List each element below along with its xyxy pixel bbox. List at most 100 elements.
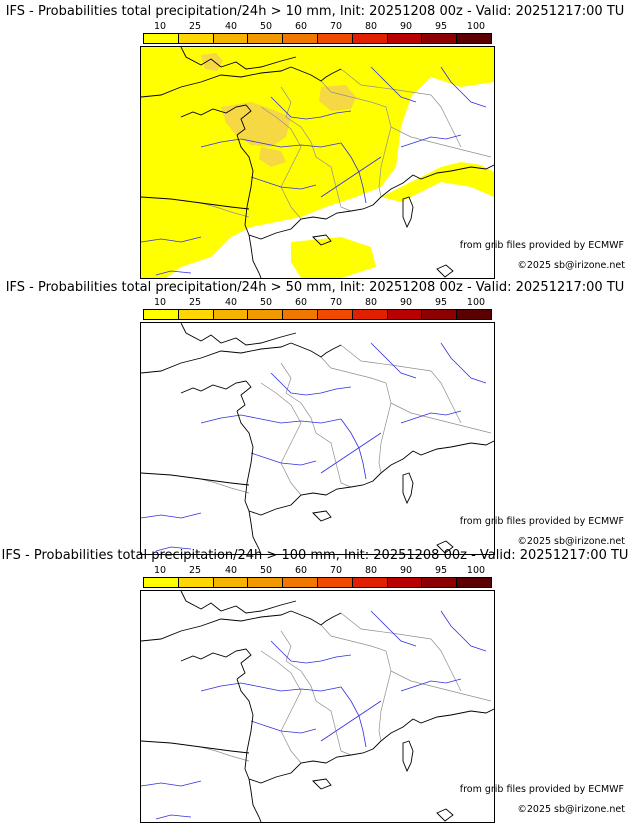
scale-tick-label: 90 xyxy=(399,565,413,576)
scale-tick-label: 80 xyxy=(364,297,378,308)
coastline xyxy=(290,342,342,358)
precip-map xyxy=(140,46,495,279)
scale-swatch xyxy=(248,34,284,43)
scale-tick-label: 40 xyxy=(224,565,238,576)
scale-swatch xyxy=(422,578,458,587)
coastline xyxy=(141,740,250,754)
admin-border xyxy=(260,650,302,764)
map-panel-10mm: IFS - Probabilities total precipitation/… xyxy=(0,0,630,279)
admin-border xyxy=(390,126,492,158)
river-line xyxy=(320,156,382,198)
scale-tick-label: 25 xyxy=(188,297,202,308)
coastline xyxy=(141,196,250,210)
scale-swatch xyxy=(457,310,491,319)
coastline xyxy=(248,472,382,516)
river-line xyxy=(141,236,202,243)
river-line xyxy=(400,678,462,692)
scale-tick-label: 10 xyxy=(153,565,167,576)
panel-title: IFS - Probabilities total precipitation/… xyxy=(1,548,629,563)
river-line xyxy=(141,780,202,787)
coastline xyxy=(248,234,262,278)
copyright-credit: ©2025 sb@irizone.net xyxy=(517,536,625,547)
scale-tick-label: 10 xyxy=(153,21,167,32)
precip-map xyxy=(140,590,495,823)
scale-swatch xyxy=(317,34,353,43)
coastline xyxy=(180,323,297,346)
scale-tick-label: 80 xyxy=(364,565,378,576)
coastline xyxy=(248,740,382,784)
scale-swatch xyxy=(283,578,318,587)
map-canvas xyxy=(141,47,494,278)
river-line xyxy=(250,176,317,190)
river-line xyxy=(370,66,417,103)
color-scale-bar xyxy=(143,309,492,320)
scale-swatch xyxy=(352,578,388,587)
admin-border xyxy=(200,478,250,494)
source-credit: from grib files provided by ECMWF xyxy=(459,516,624,527)
coastline xyxy=(236,410,254,512)
river-line xyxy=(320,700,382,742)
island-outline xyxy=(402,472,414,505)
precip-area-mid xyxy=(201,53,223,71)
island-outline xyxy=(312,778,332,790)
admin-border xyxy=(260,382,302,496)
admin-border xyxy=(340,344,462,424)
scale-tick-label: 60 xyxy=(294,297,308,308)
island-outline xyxy=(436,540,454,554)
scale-tick-label: 90 xyxy=(399,297,413,308)
panel-title: IFS - Probabilities total precipitation/… xyxy=(5,280,625,295)
scale-tick-label: 70 xyxy=(329,297,343,308)
admin-border xyxy=(260,106,302,220)
river-line xyxy=(440,66,487,108)
scale-swatch xyxy=(387,34,423,43)
scale-tick-label: 50 xyxy=(259,21,273,32)
admin-border xyxy=(390,402,492,434)
scale-tick-label: 100 xyxy=(466,565,486,576)
island-outline xyxy=(312,234,332,246)
scale-swatch xyxy=(457,34,491,43)
admin-border xyxy=(280,630,352,756)
precip-area-low xyxy=(381,162,494,202)
coastline xyxy=(380,164,494,198)
precip-area-mid xyxy=(221,102,291,147)
scale-swatch xyxy=(457,578,491,587)
scale-tick-label: 90 xyxy=(399,21,413,32)
map-panel-100mm: IFS - Probabilities total precipitation/… xyxy=(0,544,630,823)
river-line xyxy=(340,686,367,748)
coastline xyxy=(290,610,342,626)
river-line xyxy=(200,682,342,692)
scale-tick-label: 25 xyxy=(188,21,202,32)
scale-swatch xyxy=(144,310,179,319)
scale-swatch xyxy=(422,34,458,43)
admin-border xyxy=(200,746,250,762)
panel-title: IFS - Probabilities total precipitation/… xyxy=(5,4,625,19)
river-line xyxy=(250,452,317,466)
coastline xyxy=(141,472,250,486)
source-credit: from grib files provided by ECMWF xyxy=(459,240,624,251)
scale-tick-label: 95 xyxy=(434,565,448,576)
coastline xyxy=(141,66,292,98)
scale-swatch xyxy=(178,310,214,319)
river-line xyxy=(370,342,417,379)
color-scale-bar xyxy=(143,33,492,44)
admin-border xyxy=(320,356,392,474)
scale-swatch xyxy=(422,310,458,319)
scale-swatch xyxy=(213,578,249,587)
scale-tick-label: 40 xyxy=(224,297,238,308)
coastline xyxy=(248,196,382,240)
coastline xyxy=(141,610,292,642)
scale-swatch xyxy=(352,310,388,319)
scale-swatch xyxy=(248,310,284,319)
precip-area-mid xyxy=(319,85,356,111)
map-canvas xyxy=(141,323,494,554)
coastline xyxy=(180,591,297,614)
scale-swatch xyxy=(248,578,284,587)
precip-area-low xyxy=(141,227,201,275)
coastline xyxy=(290,66,342,82)
coastline xyxy=(248,510,262,554)
scale-swatch xyxy=(144,578,179,587)
river-line xyxy=(250,720,317,734)
source-credit: from grib files provided by ECMWF xyxy=(459,784,624,795)
river-line xyxy=(270,96,352,120)
map-canvas xyxy=(141,591,494,822)
